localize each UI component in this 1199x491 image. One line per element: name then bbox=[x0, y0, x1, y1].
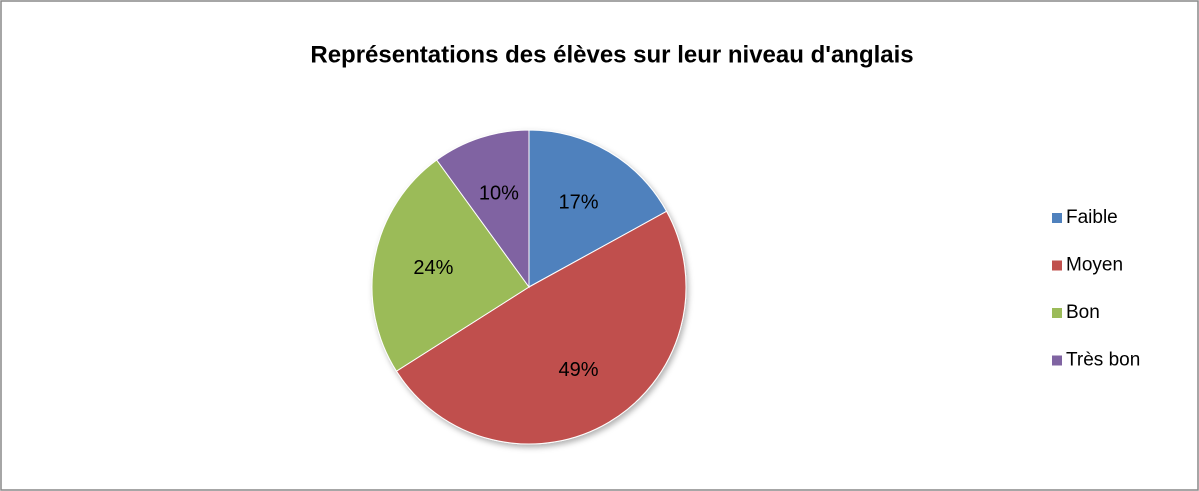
pie-slice bbox=[528, 129, 668, 288]
legend-swatch bbox=[1052, 355, 1062, 366]
legend-label: Très bon bbox=[1066, 350, 1140, 371]
legend-swatch bbox=[1052, 260, 1062, 271]
data-label: 17% bbox=[559, 191, 599, 213]
legend-swatch bbox=[1052, 308, 1062, 318]
pie-slice bbox=[436, 129, 530, 289]
legend-label: Faible bbox=[1066, 207, 1118, 228]
pie-slice bbox=[395, 210, 687, 445]
pie bbox=[371, 129, 687, 445]
pie-slice bbox=[371, 159, 530, 372]
legend-label: Moyen bbox=[1066, 255, 1123, 276]
legend-swatch bbox=[1052, 213, 1062, 223]
legend-label: Bon bbox=[1066, 302, 1100, 323]
chart-title: Représentations des élèves sur leur nive… bbox=[310, 41, 913, 68]
data-label: 24% bbox=[413, 257, 453, 279]
data-label: 49% bbox=[559, 359, 599, 381]
data-label: 10% bbox=[479, 183, 519, 205]
